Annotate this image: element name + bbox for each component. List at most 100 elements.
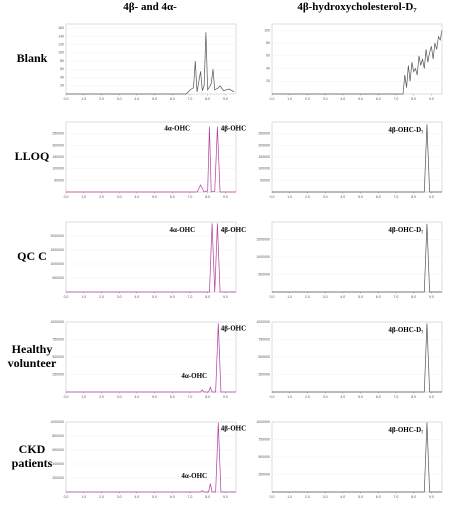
trace (66, 422, 236, 493)
x-tick-label: 6.0 (170, 97, 175, 101)
y-tick-label: 50000 (260, 178, 270, 182)
x-tick-label: 7.0 (188, 295, 193, 299)
x-tick-label: 2.0 (99, 97, 104, 101)
y-tick-label: 200000 (258, 143, 270, 147)
x-tick-label: 5.0 (358, 395, 363, 399)
x-tick-label: 8.0 (205, 495, 210, 499)
x-tick-label: 1.0 (81, 395, 86, 399)
x-tick-label: 0.0 (64, 195, 69, 199)
x-tick-label: 5.0 (358, 195, 363, 199)
x-tick-label: 1.0 (287, 97, 292, 101)
x-tick-label: 7.0 (188, 195, 193, 199)
trace (272, 124, 442, 193)
y-tick-label: 250000 (258, 472, 270, 476)
y-tick-label: 20 (60, 84, 64, 88)
peak-label: 4α-OHC (181, 372, 207, 380)
y-tick-label: 750000 (258, 437, 270, 441)
y-tick-label: 50000 (54, 178, 64, 182)
x-tick-label: 7.0 (188, 395, 193, 399)
x-tick-label: 0.0 (64, 97, 69, 101)
x-tick-label: 0.0 (270, 195, 275, 199)
x-tick-label: 2.0 (305, 195, 310, 199)
y-tick-label: 2000000 (50, 234, 64, 238)
x-tick-label: 5.0 (152, 295, 157, 299)
column-header: 4β-hydroxycholesterol-D₇ (297, 1, 417, 13)
x-tick-label: 9.0 (223, 395, 228, 399)
row-label: LLOQ (15, 149, 50, 163)
x-tick-label: 7.0 (394, 195, 399, 199)
x-tick-label: 8.0 (411, 395, 416, 399)
y-tick-label: 200000 (52, 143, 64, 147)
trace (272, 223, 442, 293)
x-tick-label: 5.0 (152, 97, 157, 101)
x-tick-label: 6.0 (376, 295, 381, 299)
x-tick-label: 9.0 (223, 495, 228, 499)
x-tick-label: 2.0 (305, 295, 310, 299)
trace (272, 422, 442, 493)
x-tick-label: 0.0 (270, 295, 275, 299)
y-tick-label: 750000 (52, 337, 64, 341)
x-tick-label: 3.0 (323, 395, 328, 399)
x-tick-label: 4.0 (134, 97, 139, 101)
peak-label: 4β-OHC-D₇ (388, 126, 423, 134)
y-tick-label: 250000 (258, 132, 270, 136)
peak-label: 4β-OHC (221, 226, 246, 234)
y-tick-label: 1000000 (50, 420, 64, 424)
x-tick-label: 4.0 (134, 195, 139, 199)
x-tick-label: 7.0 (394, 295, 399, 299)
y-tick-label: 60 (60, 67, 64, 71)
x-tick-label: 2.0 (99, 195, 104, 199)
y-tick-label: 40 (60, 75, 64, 79)
x-tick-label: 6.0 (376, 395, 381, 399)
x-tick-label: 9.0 (429, 97, 434, 101)
trace (272, 30, 443, 95)
x-tick-label: 5.0 (152, 195, 157, 199)
trace (66, 323, 236, 393)
y-tick-label: 500000 (52, 276, 64, 280)
x-tick-label: 9.0 (223, 97, 228, 101)
x-tick-label: 1.0 (287, 295, 292, 299)
x-tick-label: 6.0 (170, 495, 175, 499)
peak-label: 4β-OHC (221, 325, 246, 333)
row-label: volunteer (8, 356, 57, 370)
x-tick-label: 8.0 (411, 97, 416, 101)
peak-label: 4β-OHC-D₇ (388, 226, 423, 234)
plot-frame (65, 421, 237, 493)
x-tick-label: 5.0 (358, 97, 363, 101)
x-tick-label: 8.0 (205, 195, 210, 199)
peak-label: 4α-OHC (181, 472, 207, 480)
x-tick-label: 9.0 (223, 195, 228, 199)
x-tick-label: 3.0 (323, 97, 328, 101)
x-tick-label: 5.0 (358, 295, 363, 299)
x-tick-label: 1.0 (81, 295, 86, 299)
y-tick-label: 250000 (258, 372, 270, 376)
x-tick-label: 0.0 (270, 495, 275, 499)
x-tick-label: 7.0 (394, 495, 399, 499)
x-tick-label: 7.0 (188, 97, 193, 101)
x-tick-label: 4.0 (340, 97, 345, 101)
x-tick-label: 3.0 (117, 295, 122, 299)
x-tick-label: 7.0 (394, 395, 399, 399)
y-tick-label: 100000 (52, 167, 64, 171)
x-tick-label: 3.0 (323, 295, 328, 299)
x-tick-label: 4.0 (134, 295, 139, 299)
y-tick-label: 250000 (52, 132, 64, 136)
x-tick-label: 4.0 (134, 395, 139, 399)
y-tick-label: 250000 (52, 372, 64, 376)
x-tick-label: 9.0 (429, 395, 434, 399)
x-tick-label: 9.0 (429, 495, 434, 499)
x-tick-label: 9.0 (429, 295, 434, 299)
plot-frame (271, 23, 443, 95)
peak-label: 4α-OHC (170, 226, 196, 234)
x-tick-label: 4.0 (340, 395, 345, 399)
x-tick-label: 7.0 (394, 97, 399, 101)
x-tick-label: 3.0 (323, 495, 328, 499)
y-tick-label: 500000 (52, 355, 64, 359)
trace (66, 126, 236, 193)
y-tick-label: 140 (58, 34, 64, 38)
y-tick-label: 100 (264, 28, 270, 32)
x-tick-label: 9.0 (429, 195, 434, 199)
x-tick-label: 1.0 (81, 97, 86, 101)
y-tick-label: 1000000 (256, 420, 270, 424)
x-tick-label: 0.0 (270, 395, 275, 399)
